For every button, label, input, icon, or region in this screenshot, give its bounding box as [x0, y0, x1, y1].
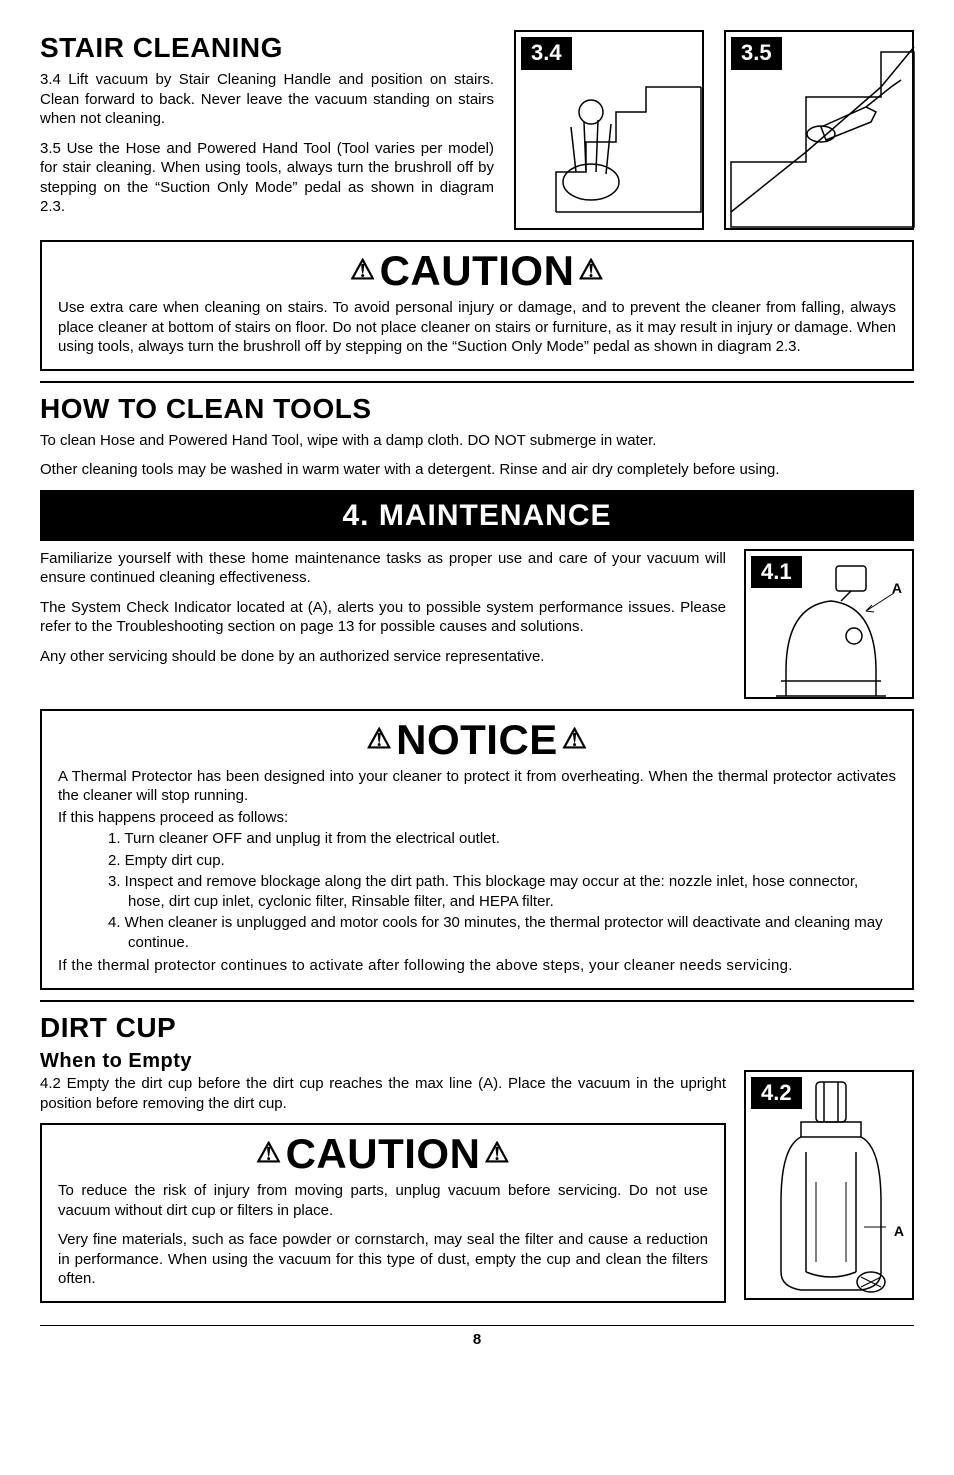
warning-icon: ⚠: [484, 1139, 510, 1167]
diagram-3-5-label: 3.5: [731, 37, 782, 70]
dirt-cup-title: DIRT CUP: [40, 1010, 726, 1046]
maintenance-bar: 4. MAINTENANCE: [40, 490, 914, 541]
maintenance-p3: Any other servicing should be done by an…: [40, 647, 726, 667]
tools-p1: To clean Hose and Powered Hand Tool, wip…: [40, 431, 914, 451]
caution-2-p2: Very fine materials, such as face powder…: [58, 1230, 708, 1289]
dirt-cup-subtitle: When to Empty: [40, 1048, 726, 1074]
notice-box: ⚠NOTICE⚠ A Thermal Protector has been de…: [40, 709, 914, 990]
notice-item-3: 3. Inspect and remove blockage along the…: [108, 872, 896, 911]
caution-1-title-text: CAUTION: [380, 247, 575, 294]
caution-1-title: ⚠CAUTION⚠: [58, 250, 896, 292]
diagram-3-5: 3.5: [724, 30, 914, 230]
maintenance-p1: Familiarize yourself with these home mai…: [40, 549, 726, 588]
maintenance-text: Familiarize yourself with these home mai…: [40, 549, 726, 677]
warning-icon: ⚠: [350, 256, 376, 284]
caution-2-title-text: CAUTION: [286, 1130, 481, 1177]
diagram-4-2-label: 4.2: [751, 1077, 802, 1110]
dirt-cup-col: DIRT CUP When to Empty 4.2 Empty the dir…: [40, 1010, 726, 1313]
divider: [40, 1000, 914, 1002]
diagram-3-4: 3.4: [514, 30, 704, 230]
tools-p2: Other cleaning tools may be washed in wa…: [40, 460, 914, 480]
notice-p2: If this happens proceed as follows:: [58, 808, 896, 828]
warning-icon: ⚠: [367, 725, 393, 753]
diagram-4-1: 4.1 A: [744, 549, 914, 699]
caution-2-title: ⚠CAUTION⚠: [58, 1133, 708, 1175]
caution-box-2: ⚠CAUTION⚠ To reduce the risk of injury f…: [40, 1123, 726, 1303]
maintenance-p2: The System Check Indicator located at (A…: [40, 598, 726, 637]
diagram-4-1-letter: A: [892, 579, 902, 597]
stair-cleaning-title: STAIR CLEANING: [40, 30, 494, 66]
dirt-cup-p1: 4.2 Empty the dirt cup before the dirt c…: [40, 1074, 726, 1113]
stair-p2: 3.5 Use the Hose and Powered Hand Tool (…: [40, 139, 494, 217]
notice-item-2: 2. Empty dirt cup.: [108, 851, 896, 871]
diagram-4-2: 4.2 A: [744, 1070, 914, 1300]
warning-icon: ⚠: [562, 725, 588, 753]
tools-title: HOW TO CLEAN TOOLS: [40, 391, 914, 427]
notice-p3: If the thermal protector continues to ac…: [58, 956, 896, 976]
caution-box-1: ⚠CAUTION⚠ Use extra care when cleaning o…: [40, 240, 914, 371]
notice-title: ⚠NOTICE⚠: [58, 719, 896, 761]
notice-list: 1. Turn cleaner OFF and unplug it from t…: [58, 829, 896, 952]
caution-2-p1: To reduce the risk of injury from moving…: [58, 1181, 708, 1220]
notice-item-1: 1. Turn cleaner OFF and unplug it from t…: [108, 829, 896, 849]
stair-cleaning-text: STAIR CLEANING 3.4 Lift vacuum by Stair …: [40, 30, 494, 227]
divider: [40, 381, 914, 383]
warning-icon: ⚠: [578, 256, 604, 284]
diagram-3-4-label: 3.4: [521, 37, 572, 70]
page-number: 8: [40, 1325, 914, 1350]
notice-p1: A Thermal Protector has been designed in…: [58, 767, 896, 806]
stair-p1: 3.4 Lift vacuum by Stair Cleaning Handle…: [40, 70, 494, 129]
notice-item-4: 4. When cleaner is unplugged and motor c…: [108, 913, 896, 952]
notice-title-text: NOTICE: [396, 716, 558, 763]
warning-icon: ⚠: [256, 1139, 282, 1167]
diagram-4-2-letter: A: [894, 1222, 904, 1240]
diagram-4-1-label: 4.1: [751, 556, 802, 589]
caution-1-body: Use extra care when cleaning on stairs. …: [58, 298, 896, 357]
